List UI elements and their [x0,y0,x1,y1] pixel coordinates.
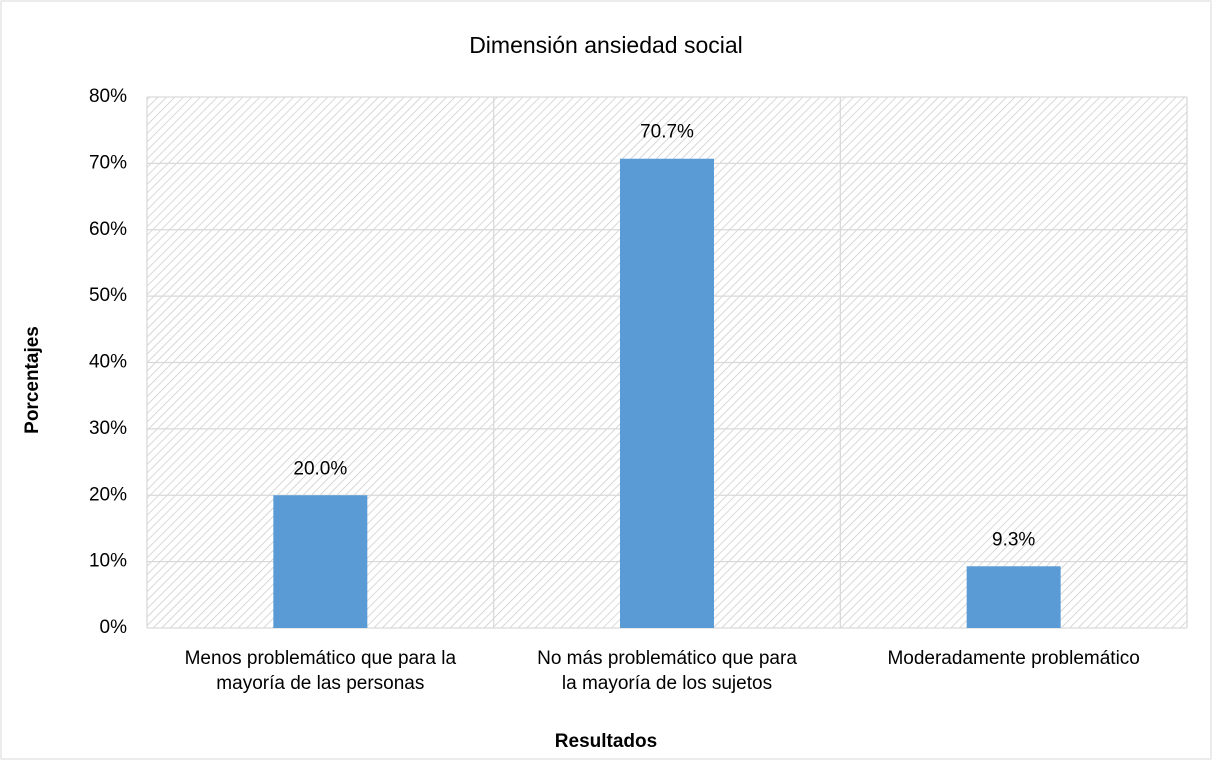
data-label: 9.3% [992,529,1035,550]
x-tick-label: la mayoría de los sujetos [562,673,772,694]
bar [966,566,1061,628]
chart-title: Dimensión ansiedad social [469,32,743,58]
y-axis-label: Porcentajes [22,326,43,434]
x-tick-label: No más problemático que para [537,648,797,669]
x-tick-label: mayoría de las personas [216,673,424,694]
y-tick-label: 50% [89,285,127,306]
y-tick-label: 60% [89,219,127,240]
y-tick-label: 30% [89,418,127,439]
y-tick-label: 0% [100,617,128,638]
y-tick-label: 70% [89,152,127,173]
x-axis-label: Resultados [555,731,657,752]
data-label: 70.7% [640,122,694,143]
data-label: 20.0% [293,458,347,479]
y-tick-label: 20% [89,484,127,505]
y-tick-label: 80% [89,86,127,107]
y-tick-label: 10% [89,551,127,572]
y-tick-label: 40% [89,352,127,373]
x-tick-label: Menos problemático que para la [185,648,457,669]
bar [620,158,714,628]
bar [273,495,368,628]
x-tick-label: Moderadamente problemático [887,648,1139,669]
